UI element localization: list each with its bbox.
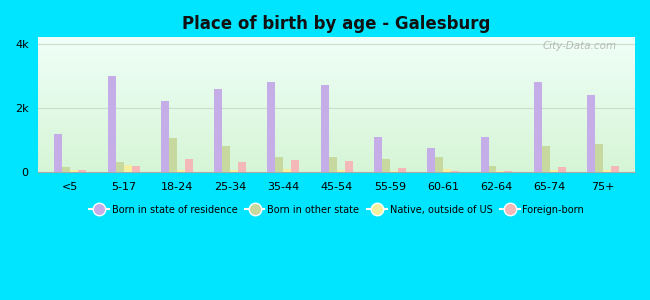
- Bar: [238, 163, 246, 172]
- Bar: [344, 161, 353, 172]
- Bar: [169, 138, 177, 172]
- Bar: [131, 166, 140, 172]
- Bar: [291, 160, 300, 172]
- Bar: [329, 157, 337, 172]
- Bar: [230, 170, 238, 172]
- Bar: [283, 169, 291, 172]
- Bar: [382, 159, 390, 172]
- Bar: [534, 82, 541, 172]
- Bar: [611, 166, 619, 172]
- Bar: [390, 171, 398, 172]
- Bar: [558, 167, 566, 172]
- Bar: [161, 101, 169, 172]
- Bar: [497, 171, 504, 172]
- Bar: [480, 137, 489, 172]
- Bar: [177, 170, 185, 172]
- Bar: [587, 95, 595, 172]
- Bar: [443, 169, 451, 172]
- Bar: [374, 137, 382, 172]
- Bar: [185, 159, 193, 172]
- Legend: Born in state of residence, Born in other state, Native, outside of US, Foreign-: Born in state of residence, Born in othe…: [85, 201, 588, 218]
- Bar: [541, 146, 550, 172]
- Text: City-Data.com: City-Data.com: [543, 41, 617, 51]
- Title: Place of birth by age - Galesburg: Place of birth by age - Galesburg: [183, 15, 491, 33]
- Bar: [267, 82, 276, 172]
- Bar: [398, 168, 406, 172]
- Bar: [78, 170, 86, 172]
- Bar: [451, 171, 459, 172]
- Bar: [320, 85, 329, 172]
- Bar: [70, 170, 78, 172]
- Bar: [603, 170, 611, 172]
- Bar: [489, 166, 497, 172]
- Bar: [504, 171, 512, 172]
- Bar: [55, 134, 62, 172]
- Bar: [550, 170, 558, 172]
- Bar: [62, 167, 70, 172]
- Bar: [222, 146, 230, 172]
- Bar: [124, 165, 131, 172]
- Bar: [337, 169, 344, 172]
- Bar: [276, 157, 283, 172]
- Bar: [214, 89, 222, 172]
- Bar: [436, 157, 443, 172]
- Bar: [116, 162, 124, 172]
- Bar: [108, 76, 116, 172]
- Bar: [595, 144, 603, 172]
- Bar: [427, 148, 436, 172]
